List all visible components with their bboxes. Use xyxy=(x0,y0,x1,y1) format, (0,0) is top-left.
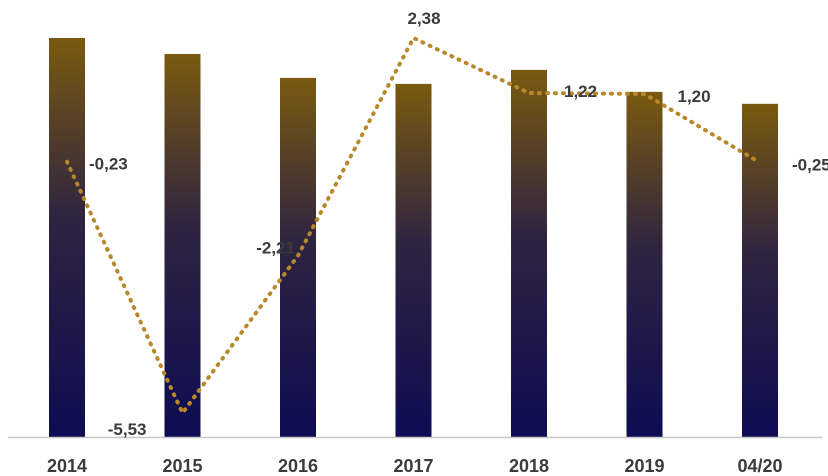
bar-2015 xyxy=(164,53,201,438)
trend-line xyxy=(65,36,762,415)
data-label: -5,53 xyxy=(108,420,147,439)
bar-2017 xyxy=(395,83,432,437)
bar-2016 xyxy=(280,77,316,438)
data-labels: -0,23 -5,53 -2,21 2,38 1,22 1,20 -0,25 xyxy=(89,9,828,439)
bar-2019 xyxy=(626,91,663,438)
x-tick-label: 2014 xyxy=(47,456,87,476)
data-label: -0,23 xyxy=(89,155,128,174)
x-tick-label: 2016 xyxy=(278,456,318,476)
bars-layer xyxy=(49,38,778,438)
bar-2018 xyxy=(511,69,547,438)
data-label: 2,38 xyxy=(408,9,441,28)
x-tick-label: 2015 xyxy=(162,456,202,476)
x-tick-labels: 2014 2015 2016 2017 2018 2019 04/20 xyxy=(47,456,783,476)
data-label: 1,22 xyxy=(564,82,597,101)
data-label: -2,21 xyxy=(256,239,295,258)
bar-2014 xyxy=(49,38,85,437)
x-tick-label: 2019 xyxy=(624,456,664,476)
x-tick-label: 2017 xyxy=(393,456,433,476)
data-label: 1,20 xyxy=(678,87,711,106)
x-tick-label: 2018 xyxy=(509,456,549,476)
bar-04-20 xyxy=(742,103,778,438)
x-tick-label: 04/20 xyxy=(737,456,782,476)
data-label: -0,25 xyxy=(792,156,828,175)
